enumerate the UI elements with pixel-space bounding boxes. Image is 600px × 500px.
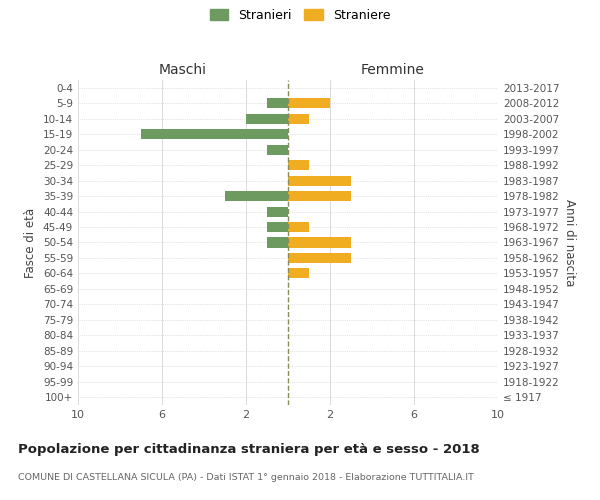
Bar bbox=[246, 114, 288, 124]
Bar bbox=[288, 160, 309, 170]
Bar bbox=[267, 144, 288, 154]
Text: Popolazione per cittadinanza straniera per età e sesso - 2018: Popolazione per cittadinanza straniera p… bbox=[18, 442, 480, 456]
Bar bbox=[267, 98, 288, 108]
Legend: Stranieri, Straniere: Stranieri, Straniere bbox=[209, 8, 391, 22]
Bar bbox=[288, 268, 309, 278]
Bar bbox=[267, 222, 288, 232]
Text: COMUNE DI CASTELLANA SICULA (PA) - Dati ISTAT 1° gennaio 2018 - Elaborazione TUT: COMUNE DI CASTELLANA SICULA (PA) - Dati … bbox=[18, 472, 474, 482]
Text: Maschi: Maschi bbox=[159, 64, 207, 78]
Bar bbox=[288, 238, 351, 248]
Bar bbox=[288, 176, 351, 186]
Y-axis label: Anni di nascita: Anni di nascita bbox=[563, 199, 576, 286]
Bar bbox=[288, 222, 309, 232]
Bar bbox=[288, 253, 351, 263]
Text: Femmine: Femmine bbox=[361, 64, 425, 78]
Bar bbox=[288, 114, 309, 124]
Bar bbox=[225, 191, 288, 201]
Bar bbox=[288, 191, 351, 201]
Bar bbox=[141, 129, 288, 139]
Y-axis label: Fasce di età: Fasce di età bbox=[25, 208, 37, 278]
Bar bbox=[288, 98, 330, 108]
Bar bbox=[267, 206, 288, 216]
Bar bbox=[267, 238, 288, 248]
